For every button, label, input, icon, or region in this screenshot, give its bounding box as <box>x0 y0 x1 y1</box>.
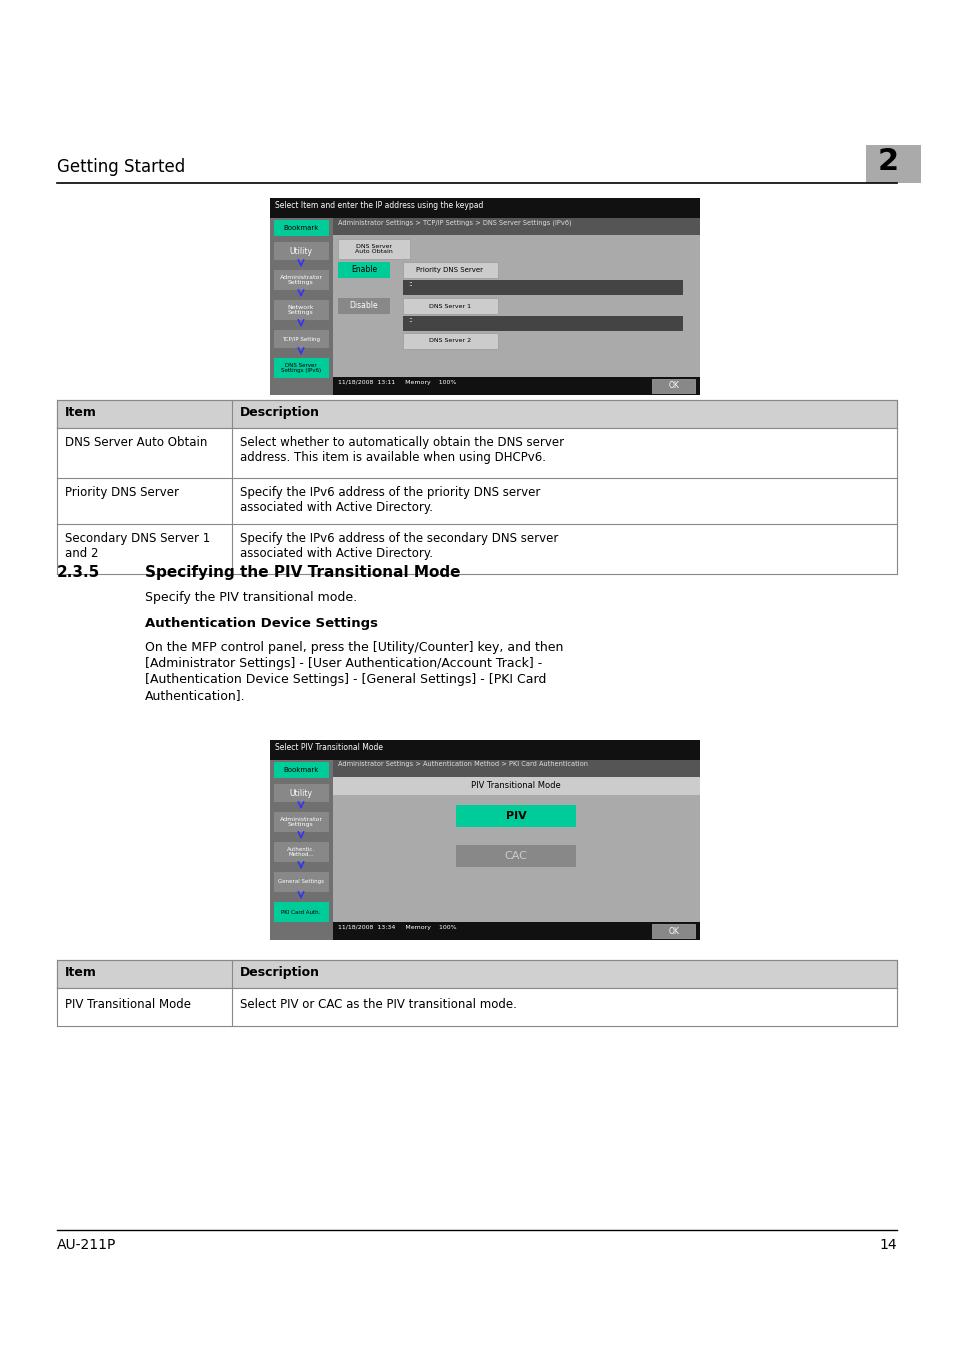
Text: Specify the PIV transitional mode.: Specify the PIV transitional mode. <box>145 591 356 603</box>
Text: 2: 2 <box>877 147 898 176</box>
Text: Description: Description <box>240 967 319 979</box>
Bar <box>270 217 333 396</box>
Text: On the MFP control panel, press the [Utility/Counter] key, and then: On the MFP control panel, press the [Uti… <box>145 641 563 653</box>
Text: Specify the IPv6 address of the priority DNS server
associated with Active Direc: Specify the IPv6 address of the priority… <box>240 486 539 514</box>
Bar <box>274 300 329 320</box>
Text: Administrator Settings > Authentication Method > PKI Card Authentication: Administrator Settings > Authentication … <box>337 761 587 767</box>
Text: Item: Item <box>65 406 97 418</box>
Bar <box>333 217 700 396</box>
Text: Select whether to automatically obtain the DNS server
address. This item is avai: Select whether to automatically obtain t… <box>240 436 563 464</box>
Text: Disable: Disable <box>350 301 378 310</box>
Text: DNS Server 1: DNS Server 1 <box>429 304 471 309</box>
Bar <box>402 279 682 296</box>
Bar <box>57 400 896 428</box>
Bar <box>333 377 700 396</box>
Bar <box>333 778 700 795</box>
Bar <box>402 262 497 278</box>
Bar <box>402 298 497 315</box>
Bar <box>270 198 700 396</box>
Text: General Settings: General Settings <box>277 879 324 884</box>
Text: Enable: Enable <box>351 266 376 274</box>
Text: Authentication Device Settings: Authentication Device Settings <box>145 617 377 630</box>
Bar <box>270 740 700 940</box>
Text: PIV: PIV <box>505 811 526 821</box>
Text: [Administrator Settings] - [User Authentication/Account Track] -: [Administrator Settings] - [User Authent… <box>145 657 541 670</box>
Text: Priority DNS Server: Priority DNS Server <box>416 267 483 273</box>
Text: Administrator Settings > TCP/IP Settings > DNS Server Settings (IPv6): Administrator Settings > TCP/IP Settings… <box>337 219 571 225</box>
Bar <box>333 760 700 778</box>
Text: Utility: Utility <box>289 788 313 798</box>
Text: Utility: Utility <box>289 247 313 255</box>
Bar <box>274 784 329 802</box>
Text: DNS Server
Settings (IPv6): DNS Server Settings (IPv6) <box>280 363 321 374</box>
Bar <box>402 333 497 350</box>
Text: Authentication].: Authentication]. <box>145 688 245 702</box>
Bar <box>274 811 329 832</box>
Text: TCP/IP Setting: TCP/IP Setting <box>282 336 319 342</box>
Bar <box>270 740 700 760</box>
Bar <box>337 239 410 259</box>
Bar <box>57 478 896 524</box>
Bar <box>402 316 682 331</box>
Bar <box>274 270 329 290</box>
Bar <box>274 220 329 236</box>
Text: OK: OK <box>668 382 679 390</box>
Text: Item: Item <box>65 967 97 979</box>
Text: OK: OK <box>668 926 679 936</box>
Text: 11/18/2008  13:11     Memory    100%: 11/18/2008 13:11 Memory 100% <box>337 379 456 385</box>
Text: Administrator
Settings: Administrator Settings <box>279 817 322 828</box>
Text: Bookmark: Bookmark <box>283 767 318 774</box>
Bar <box>337 262 390 278</box>
Text: DNS Server
Auto Obtain: DNS Server Auto Obtain <box>355 243 393 254</box>
Text: AU-211P: AU-211P <box>57 1238 116 1251</box>
Bar <box>651 379 695 393</box>
Text: CAC: CAC <box>504 850 527 861</box>
Bar <box>333 217 700 235</box>
Bar <box>57 960 896 988</box>
Text: Bookmark: Bookmark <box>283 225 318 231</box>
Bar <box>270 198 700 217</box>
Bar <box>333 760 700 940</box>
Text: Description: Description <box>240 406 319 418</box>
Bar <box>270 760 333 940</box>
Bar <box>337 298 390 315</box>
Bar <box>274 902 329 922</box>
Bar <box>274 329 329 348</box>
Bar <box>274 761 329 778</box>
Text: Secondary DNS Server 1
and 2: Secondary DNS Server 1 and 2 <box>65 532 210 560</box>
Text: Specify the IPv6 address of the secondary DNS server
associated with Active Dire: Specify the IPv6 address of the secondar… <box>240 532 558 560</box>
Bar <box>274 242 329 261</box>
Text: [Authentication Device Settings] - [General Settings] - [PKI Card: [Authentication Device Settings] - [Gene… <box>145 674 546 686</box>
Bar <box>865 144 920 184</box>
Bar <box>274 358 329 378</box>
Text: Specifying the PIV Transitional Mode: Specifying the PIV Transitional Mode <box>145 566 460 580</box>
Text: PIV Transitional Mode: PIV Transitional Mode <box>65 998 191 1011</box>
Text: 11/18/2008  13:34     Memory    100%: 11/18/2008 13:34 Memory 100% <box>337 925 456 930</box>
Text: 14: 14 <box>879 1238 896 1251</box>
Text: PIV Transitional Mode: PIV Transitional Mode <box>471 782 560 791</box>
Text: ::: :: <box>408 281 413 288</box>
Text: PKI Card Auth.: PKI Card Auth. <box>281 910 320 914</box>
Bar <box>456 805 576 828</box>
Text: Select PIV or CAC as the PIV transitional mode.: Select PIV or CAC as the PIV transitiona… <box>240 998 517 1011</box>
Text: Administrator
Settings: Administrator Settings <box>279 274 322 285</box>
Text: Priority DNS Server: Priority DNS Server <box>65 486 179 500</box>
Bar <box>57 428 896 478</box>
Bar <box>274 842 329 863</box>
Text: Getting Started: Getting Started <box>57 158 185 176</box>
Bar <box>651 923 695 938</box>
Bar <box>57 524 896 574</box>
Text: ::: :: <box>408 317 413 323</box>
Text: DNS Server 2: DNS Server 2 <box>429 339 471 343</box>
Text: 2.3.5: 2.3.5 <box>57 566 100 580</box>
Text: DNS Server Auto Obtain: DNS Server Auto Obtain <box>65 436 207 450</box>
Text: Network
Settings: Network Settings <box>288 305 314 316</box>
Bar <box>333 922 700 940</box>
Bar <box>456 845 576 867</box>
Bar <box>274 872 329 892</box>
Text: Select PIV Transitional Mode: Select PIV Transitional Mode <box>274 743 382 752</box>
Text: Select Item and enter the IP address using the keypad: Select Item and enter the IP address usi… <box>274 201 483 211</box>
Bar <box>57 988 896 1026</box>
Text: Authentic.
Method...: Authentic. Method... <box>287 846 314 857</box>
